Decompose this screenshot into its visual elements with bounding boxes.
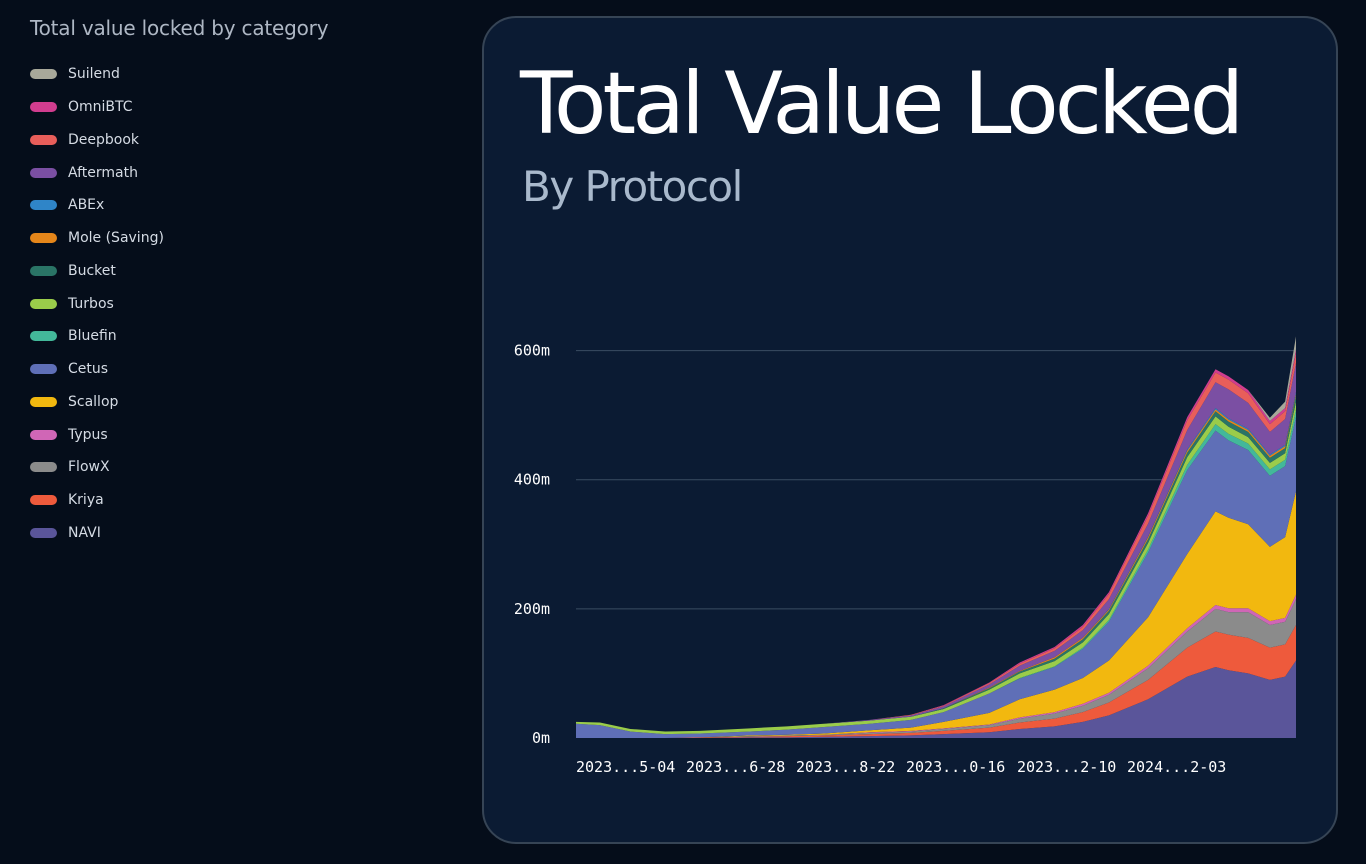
legend-item[interactable]: Typus bbox=[30, 418, 450, 451]
legend-panel: Total value locked by category Suilend Om… bbox=[30, 16, 450, 549]
legend-label: ABEx bbox=[68, 197, 105, 214]
legend-item[interactable]: Cetus bbox=[30, 353, 450, 386]
y-tick-label: 400m bbox=[514, 471, 550, 489]
legend-label: Mole (Saving) bbox=[68, 230, 164, 247]
legend-label: Turbos bbox=[68, 295, 114, 312]
legend-swatch bbox=[30, 527, 57, 538]
x-tick-label: 2023...8-22 bbox=[796, 758, 895, 776]
legend-swatch bbox=[30, 364, 57, 375]
chart-subtitle: By Protocol bbox=[522, 162, 743, 211]
legend-label: Bucket bbox=[68, 262, 116, 279]
legend-item[interactable]: FlowX bbox=[30, 451, 450, 484]
legend-swatch bbox=[30, 462, 57, 473]
legend-label: NAVI bbox=[68, 524, 101, 541]
legend-item[interactable]: Kriya bbox=[30, 484, 450, 517]
legend-swatch bbox=[30, 331, 57, 342]
legend-swatch bbox=[30, 233, 57, 244]
legend-label: Typus bbox=[68, 426, 108, 443]
legend-swatch bbox=[30, 134, 57, 145]
x-tick-label: 2023...2-10 bbox=[1017, 758, 1116, 776]
legend-label: OmniBTC bbox=[68, 99, 133, 116]
legend-swatch bbox=[30, 495, 57, 506]
legend-swatch bbox=[30, 69, 57, 80]
x-tick-label: 2024...2-03 bbox=[1127, 758, 1226, 776]
y-tick-label: 600m bbox=[514, 342, 550, 360]
legend-item[interactable]: Bucket bbox=[30, 255, 450, 288]
area-series-kriya[interactable] bbox=[576, 625, 1296, 738]
legend-item[interactable]: Mole (Saving) bbox=[30, 222, 450, 255]
legend-swatch bbox=[30, 265, 57, 276]
legend-item[interactable]: NAVI bbox=[30, 517, 450, 550]
legend-swatch bbox=[30, 200, 57, 211]
legend-item[interactable]: Suilend bbox=[30, 58, 450, 91]
legend-title: Total value locked by category bbox=[30, 16, 329, 40]
legend-label: Kriya bbox=[68, 492, 104, 509]
legend-item[interactable]: Deepbook bbox=[30, 124, 450, 157]
x-tick-label: 2023...6-28 bbox=[686, 758, 785, 776]
legend-item[interactable]: OmniBTC bbox=[30, 91, 450, 124]
y-tick-label: 200m bbox=[514, 600, 550, 618]
area-series-navi[interactable] bbox=[576, 660, 1296, 738]
legend-item[interactable]: Scallop bbox=[30, 386, 450, 419]
x-tick-label: 2023...0-16 bbox=[906, 758, 1005, 776]
chart-title: Total Value Locked bbox=[520, 54, 1244, 154]
legend-item[interactable]: Turbos bbox=[30, 287, 450, 320]
legend-label: Aftermath bbox=[68, 164, 138, 181]
legend-swatch bbox=[30, 102, 57, 113]
chart-card: Total Value Locked By Protocol 0m 200m 400… bbox=[482, 16, 1338, 844]
legend-label: Cetus bbox=[68, 361, 109, 378]
legend-label: FlowX bbox=[68, 459, 110, 476]
legend-swatch bbox=[30, 167, 57, 178]
area-series-aftermath[interactable] bbox=[576, 362, 1296, 732]
legend-label: Suilend bbox=[68, 66, 120, 83]
legend-swatch bbox=[30, 429, 57, 440]
y-tick-label: 0m bbox=[532, 729, 550, 747]
area-series-flowx[interactable] bbox=[576, 599, 1296, 738]
x-tick-label: 2023...5-04 bbox=[576, 758, 675, 776]
area-series-typus[interactable] bbox=[576, 594, 1296, 738]
legend-item[interactable]: Bluefin bbox=[30, 320, 450, 353]
legend-swatch bbox=[30, 396, 57, 407]
legend-swatch bbox=[30, 298, 57, 309]
legend-list: Suilend OmniBTC Deepbook Aftermath ABEx Mole … bbox=[30, 58, 450, 549]
legend-label: Deepbook bbox=[68, 131, 140, 148]
legend-item[interactable]: ABEx bbox=[30, 189, 450, 222]
tvl-area-chart: 0m 200m 400m 600m 2023...5-04 2023...6-28 2023… bbox=[514, 336, 1296, 776]
area-series-cetus[interactable] bbox=[576, 417, 1296, 738]
legend-label: Bluefin bbox=[68, 328, 117, 345]
legend-label: Scallop bbox=[68, 393, 119, 410]
area-series-scallop[interactable] bbox=[576, 491, 1296, 738]
legend-item[interactable]: Aftermath bbox=[30, 156, 450, 189]
